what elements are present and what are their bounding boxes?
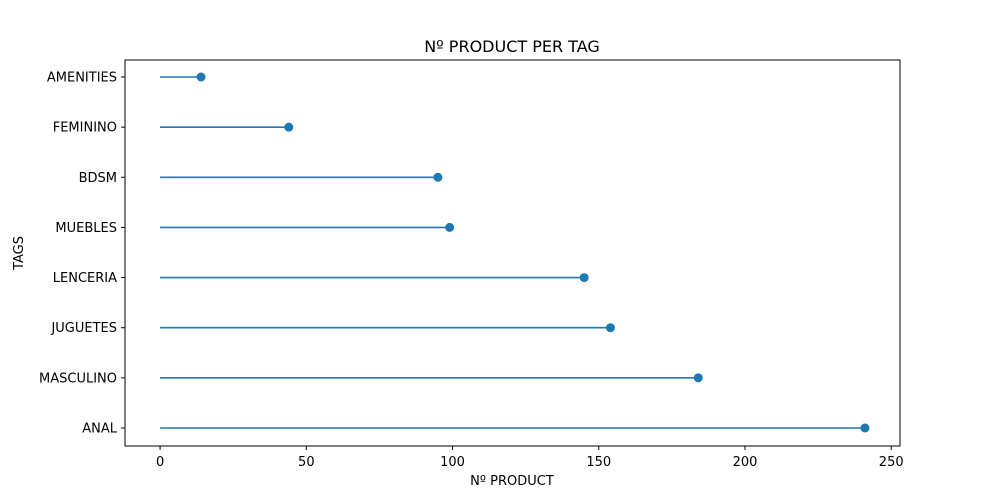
plot-area (124, 59, 901, 447)
point-amenities (196, 72, 206, 82)
x-axis: 0 50 100 150 200 250 (156, 446, 904, 470)
x-tick-label: 0 (156, 455, 164, 470)
y-tick-label: ANAL (82, 422, 118, 437)
point-juguetes (605, 323, 615, 333)
y-tick-label: AMENITIES (47, 71, 117, 86)
chart-marks (160, 72, 870, 433)
point-feminino (284, 122, 294, 132)
y-tick-label: MUEBLES (55, 221, 117, 236)
point-bdsm (433, 172, 443, 182)
point-muebles (445, 222, 455, 232)
y-tick-label: BDSM (79, 171, 117, 186)
y-tick-label: FEMININO (53, 121, 117, 136)
point-masculino (693, 373, 703, 383)
x-tick-label: 250 (879, 455, 904, 470)
y-tick-label: LENCERIA (53, 271, 117, 286)
y-axis: ANAL MASCULINO JUGUETES LENCERIA MUEBLES BDSM… (39, 71, 125, 437)
x-tick-label: 200 (733, 455, 758, 470)
x-tick-label: 150 (586, 455, 611, 470)
x-tick-label: 50 (298, 455, 315, 470)
point-lenceria (579, 273, 589, 283)
y-tick-label: JUGUETES (50, 321, 117, 336)
chart-title: Nº PRODUCT PER TAG (424, 37, 600, 56)
x-axis-label: Nº PRODUCT (470, 474, 554, 489)
x-tick-label: 100 (440, 455, 465, 470)
point-anal (860, 423, 870, 433)
y-tick-label: MASCULINO (39, 371, 117, 386)
y-axis-label: TAGS (12, 236, 27, 271)
